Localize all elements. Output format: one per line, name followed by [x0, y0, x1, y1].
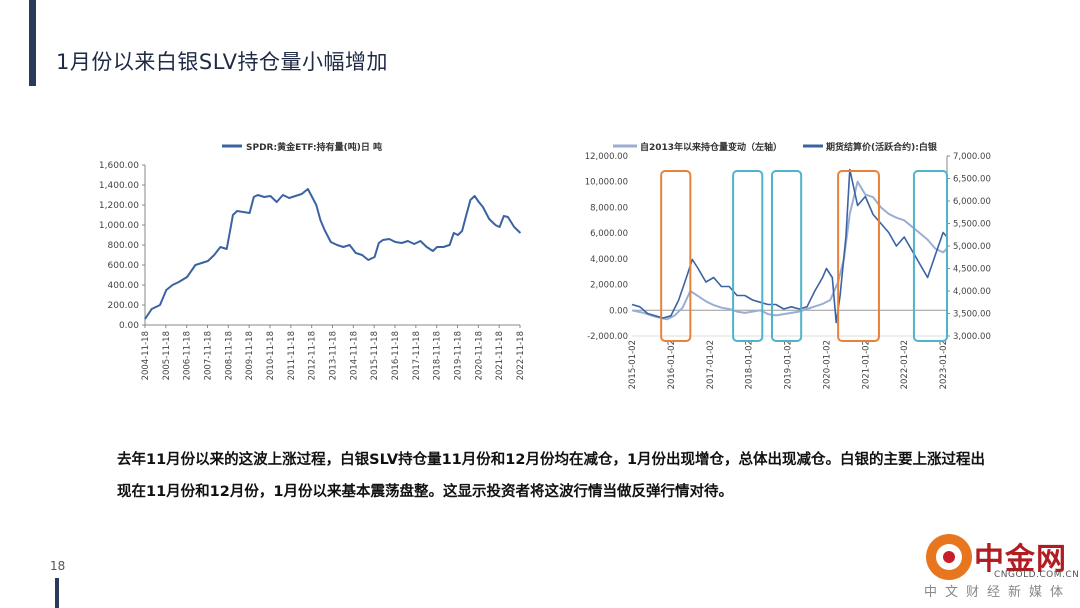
logo-mark-icon: [926, 534, 972, 580]
x-tick-label: 2021-01-02: [861, 340, 871, 389]
legend-label-price: 期货结算价(活跃合约):白银: [826, 141, 938, 153]
x-tick-label: 2022-01-02: [900, 340, 910, 389]
silver-position-price-chart-svg: 自2013年以来持仓量变动（左轴） 期货结算价(活跃合约):白银 -2,000.00…: [585, 141, 991, 389]
x-tick-label: 2011-11-18: [287, 331, 297, 380]
slide-title: 1月份以来白银SLV持仓量小幅增加: [56, 50, 388, 74]
x-tick-label: 2020-11-18: [474, 331, 484, 380]
y-tick-label: 800.00: [108, 241, 140, 251]
x-tick-label: 2015-01-02: [628, 340, 638, 389]
y-left-tick-label: 6,000.00: [590, 229, 628, 239]
y-left-tick-label: 10,000.00: [585, 178, 628, 188]
y-right-tick-label: 7,000.00: [953, 152, 991, 162]
y-left-tick-label: -2,000.00: [587, 332, 628, 342]
logo-subtitle: 中文财经新媒体: [924, 585, 1072, 600]
x-tick-label: 2021-11-18: [495, 331, 505, 380]
y-right-tick-label: 5,000.00: [953, 242, 991, 252]
y-left-tick-label: 0.00: [609, 306, 628, 316]
series-line-position-change: [631, 180, 948, 321]
x-tick-label: 2017-01-02: [706, 340, 716, 389]
logo-domain: CNGOLD.COM.CN: [994, 570, 1080, 580]
y-right-tick-label: 4,500.00: [953, 265, 991, 275]
highlight-box-orange: [660, 170, 692, 342]
x-tick-label: 2020-01-02: [822, 340, 832, 389]
body-text: 去年11月份以来的这波上涨过程，白银SLV持仓量11月份和12月份均在减仓，1月…: [117, 452, 986, 500]
x-tick-label: 2012-11-18: [308, 331, 318, 380]
x-tick-label: 2013-11-18: [329, 331, 339, 380]
x-tick-label: 2016-01-02: [667, 340, 677, 389]
x-tick-label: 2008-11-18: [224, 331, 234, 380]
series-line-silver-price: [631, 168, 948, 324]
highlight-box-cyan: [771, 170, 803, 342]
x-tick-label: 2010-11-18: [266, 331, 276, 380]
y-left-tick-label: 2,000.00: [590, 281, 628, 291]
spdr-holdings-chart-svg: SPDR:黄金ETF:持有量(吨)日 吨 0.00 200.00 400.00 600.…: [99, 141, 526, 380]
y-tick-label: 600.00: [108, 261, 140, 271]
x-tick-label: 2007-11-18: [204, 331, 214, 380]
y-tick-label: 1,000.00: [99, 221, 139, 231]
y-tick-label: 200.00: [108, 301, 140, 311]
y-right-tick-label: 4,000.00: [953, 287, 991, 297]
y-tick-label: 1,600.00: [99, 161, 139, 171]
y-left-tick-label: 8,000.00: [590, 203, 628, 213]
x-tick-label: 2019-11-18: [454, 331, 464, 380]
y-right-tick-label: 3,500.00: [953, 310, 991, 320]
page-number: 18: [50, 559, 66, 573]
highlight-box-orange: [837, 170, 880, 342]
x-tick-label: 2014-11-18: [349, 331, 359, 380]
logo-name: 中金网: [974, 542, 1067, 577]
cngold-logo: 中金网 CNGOLD.COM.CN 中文财经新媒体: [908, 528, 1080, 603]
y-right-tick-label: 3,000.00: [953, 332, 991, 342]
x-tick-label: 2017-11-18: [412, 331, 422, 380]
highlight-box-cyan: [912, 170, 949, 342]
bottom-accent-bar: [55, 578, 59, 608]
x-tick-label: 2016-11-18: [391, 331, 401, 380]
y-tick-label: 1,200.00: [99, 201, 139, 211]
x-tick-label: 2018-01-02: [745, 340, 755, 389]
top-accent-bar: [29, 0, 36, 86]
y-tick-label: 1,400.00: [99, 181, 139, 191]
y-tick-label: 0.00: [119, 321, 139, 331]
x-tick-label: 2018-11-18: [433, 331, 443, 380]
y-tick-label: 400.00: [108, 281, 140, 291]
y-left-tick-label: 4,000.00: [590, 255, 628, 265]
y-left-tick-label: 12,000.00: [585, 152, 628, 162]
y-right-tick-label: 6,500.00: [953, 175, 991, 185]
series-line-spdr-holdings: [144, 188, 522, 320]
x-tick-label: 2023-01-02: [939, 340, 949, 389]
silver-position-price-chart: 自2013年以来持仓量变动（左轴） 期货结算价(活跃合约):白银 -2,000.00…: [575, 135, 995, 390]
x-tick-label: 2006-11-18: [183, 331, 193, 380]
x-tick-label: 2022-11-18: [516, 331, 526, 380]
x-tick-label: 2019-01-02: [784, 340, 794, 389]
x-tick-label: 2015-11-18: [370, 331, 380, 380]
highlight-box-cyan: [732, 170, 764, 342]
legend-label: SPDR:黄金ETF:持有量(吨)日 吨: [246, 141, 382, 153]
y-right-tick-label: 5,500.00: [953, 220, 991, 230]
x-tick-label: 2009-11-18: [245, 331, 255, 380]
x-tick-label: 2005-11-18: [162, 331, 172, 380]
legend-label-position: 自2013年以来持仓量变动（左轴）: [640, 141, 782, 153]
y-right-tick-label: 6,000.00: [953, 197, 991, 207]
spdr-holdings-chart: SPDR:黄金ETF:持有量(吨)日 吨 0.00 200.00 400.00 600.…: [90, 135, 530, 390]
x-tick-label: 2004-11-18: [141, 331, 151, 380]
